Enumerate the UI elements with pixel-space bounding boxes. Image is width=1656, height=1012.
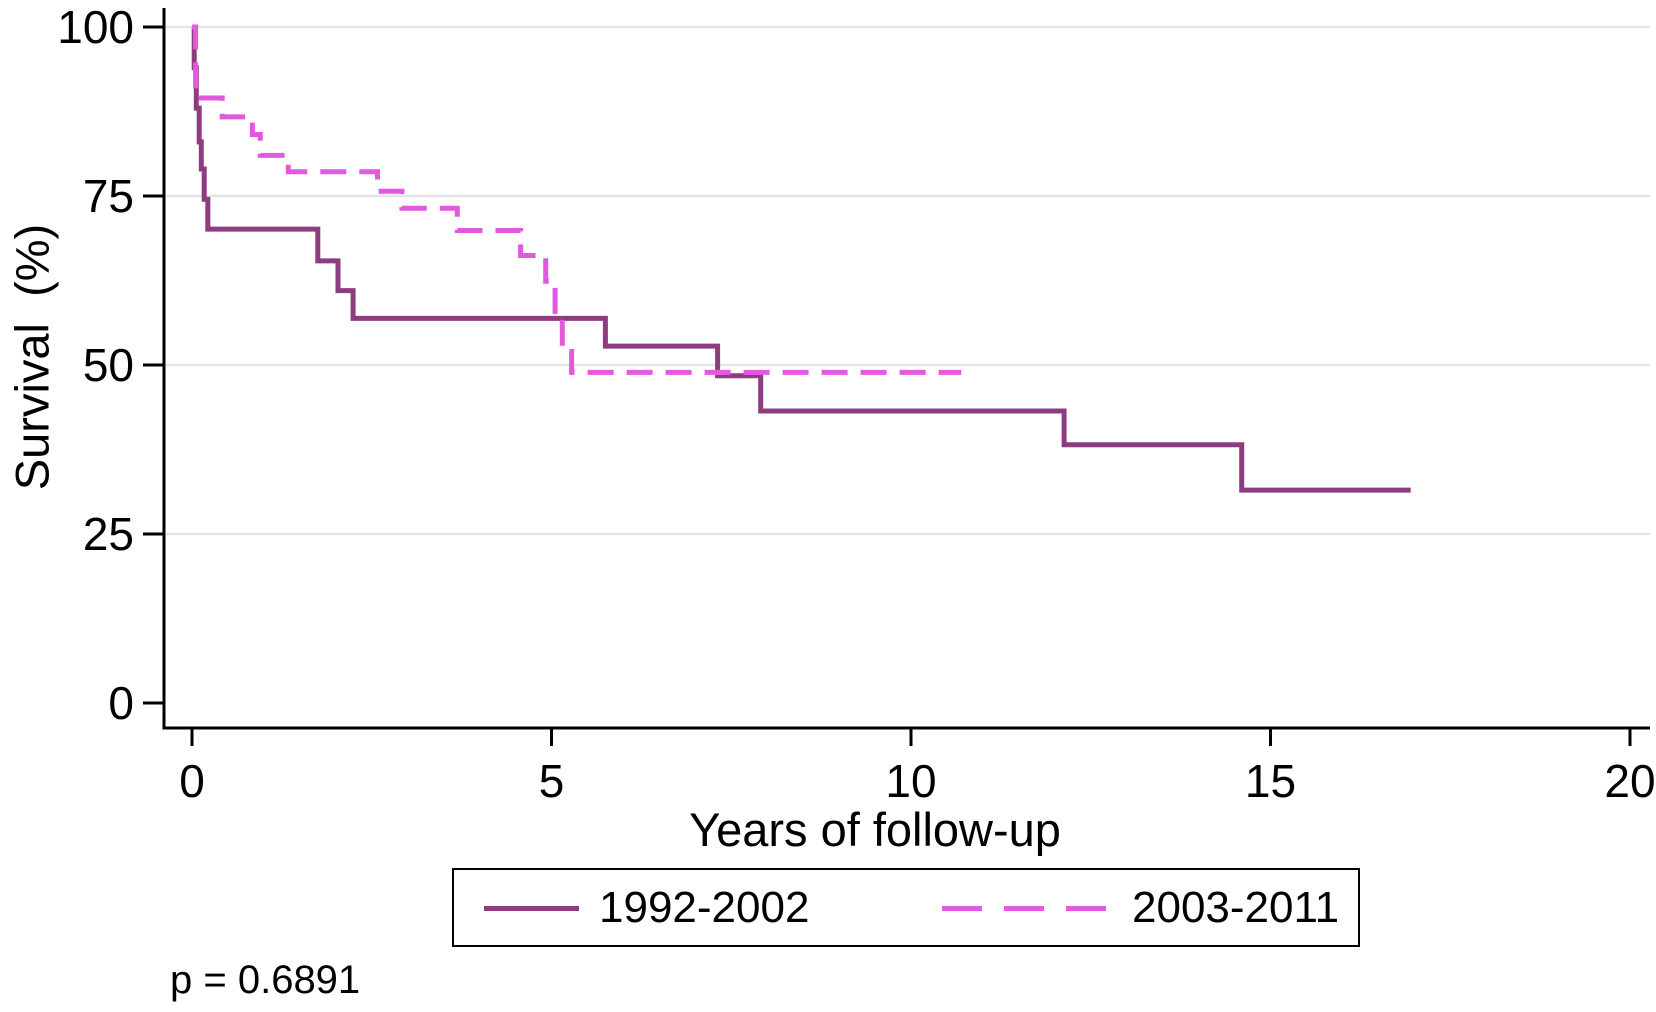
axes (162, 8, 1650, 730)
y-tick-label: 25 (82, 508, 134, 560)
x-tick-label: 5 (538, 755, 565, 807)
legend-label-2003-2011: 2003-2011 (1132, 883, 1340, 932)
gridlines (166, 25, 1650, 536)
p-value-annotation: p = 0.6891 (170, 958, 361, 1002)
legend-line-sample-1992-2002 (484, 906, 579, 911)
y-tick-label: 75 (82, 170, 134, 222)
y-tick-label: 50 (82, 339, 134, 391)
y-tick-label: 100 (57, 1, 134, 53)
legend-line-sample-2003-2011 (942, 906, 1106, 911)
axis-ticks (143, 25, 1632, 746)
legend-label-1992-2002: 1992-2002 (599, 883, 810, 932)
legend: 1992-2002 2003-2011 (452, 868, 1360, 947)
y-tick-label: 0 (108, 677, 134, 729)
x-axis-title: Years of follow-up (689, 803, 1061, 856)
curve-1992-2002 (191, 24, 1411, 493)
x-tick-label: 0 (179, 755, 205, 807)
x-tick-label: 15 (1244, 755, 1297, 807)
x-tick-label: 20 (1604, 755, 1656, 807)
curve-2003-2011 (192, 24, 962, 375)
x-tick-label: 10 (885, 755, 937, 807)
